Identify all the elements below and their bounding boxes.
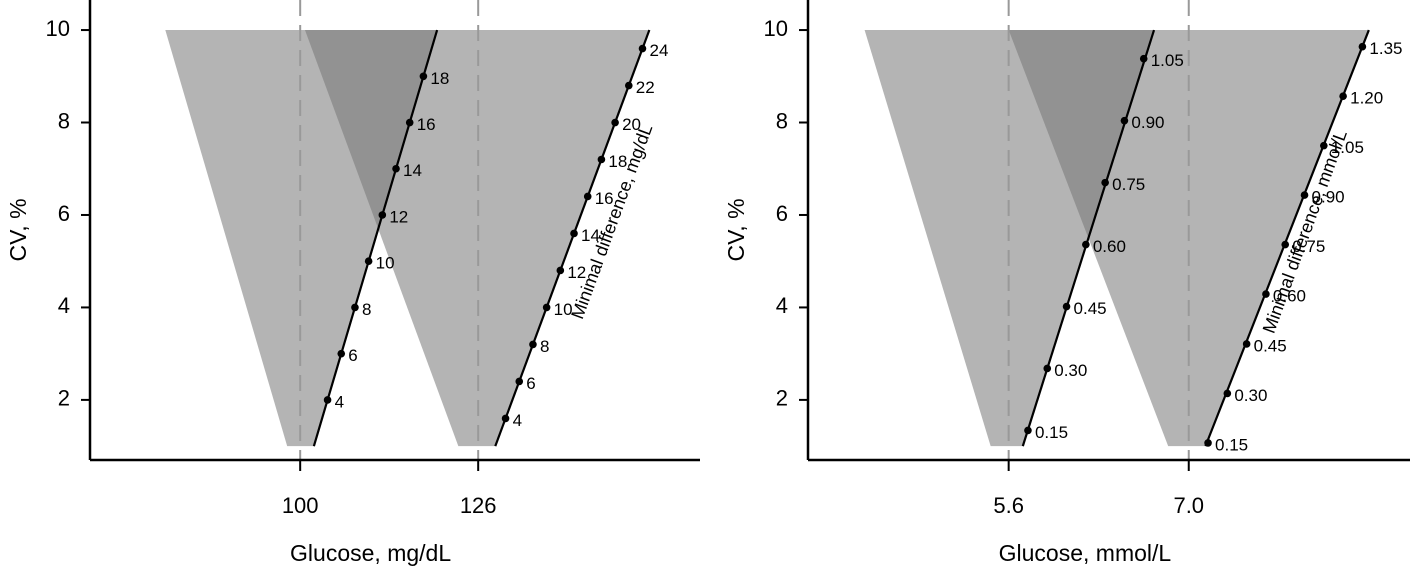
x-tick-label: 5.6 bbox=[993, 493, 1024, 518]
data-point bbox=[1062, 302, 1071, 311]
point-label: 0.15 bbox=[1215, 435, 1248, 454]
point-label: 20 bbox=[622, 115, 641, 134]
point-label: 14 bbox=[403, 161, 422, 180]
x-tick-label: 7.0 bbox=[1173, 493, 1204, 518]
data-point bbox=[323, 396, 332, 404]
y-tick-label: 6 bbox=[776, 201, 788, 226]
data-point bbox=[1223, 389, 1232, 398]
data-point bbox=[624, 81, 633, 90]
data-point bbox=[1320, 141, 1328, 150]
x-axis-title: Glucose, mmol/L bbox=[999, 540, 1172, 566]
point-label: 0.75 bbox=[1112, 175, 1145, 194]
x-tick-label: 126 bbox=[460, 493, 497, 518]
data-point bbox=[556, 266, 565, 275]
point-label: 0.45 bbox=[1074, 299, 1107, 318]
point-label: 0.75 bbox=[1292, 237, 1325, 256]
point-label: 1.05 bbox=[1331, 138, 1364, 157]
y-tick-label: 2 bbox=[58, 386, 70, 411]
point-label: 4 bbox=[335, 392, 344, 411]
data-point bbox=[1281, 240, 1290, 249]
point-label: 1.20 bbox=[1350, 89, 1383, 108]
point-label: 22 bbox=[636, 78, 655, 97]
point-label: 0.60 bbox=[1273, 287, 1306, 306]
data-point bbox=[378, 211, 387, 219]
point-label: 1.35 bbox=[1369, 39, 1402, 58]
y-axis-title: CV, % bbox=[5, 198, 31, 261]
point-label: 8 bbox=[362, 300, 371, 319]
data-point bbox=[597, 155, 606, 164]
y-tick-label: 8 bbox=[776, 108, 788, 133]
x-tick-label: 100 bbox=[282, 493, 319, 518]
data-point bbox=[351, 303, 359, 312]
data-point bbox=[1082, 240, 1090, 249]
point-label: 18 bbox=[608, 152, 627, 171]
point-label: 0.90 bbox=[1131, 113, 1164, 132]
point-label: 16 bbox=[595, 189, 614, 208]
point-label: 0.45 bbox=[1254, 336, 1287, 355]
y-tick-label: 10 bbox=[764, 16, 788, 41]
shaded-region bbox=[304, 30, 650, 447]
data-point bbox=[1120, 116, 1129, 125]
data-point bbox=[1204, 439, 1212, 447]
data-point bbox=[515, 377, 524, 386]
data-point bbox=[419, 72, 428, 81]
data-point bbox=[1101, 178, 1109, 187]
series-line bbox=[494, 29, 651, 447]
data-point bbox=[583, 192, 592, 201]
y-tick-label: 4 bbox=[58, 293, 70, 318]
y-tick-label: 6 bbox=[58, 201, 70, 226]
y-tick-label: 4 bbox=[776, 293, 788, 318]
point-label: 14 bbox=[581, 226, 600, 245]
data-point bbox=[638, 44, 647, 53]
point-label: 12 bbox=[389, 207, 408, 226]
point-label: 16 bbox=[417, 115, 436, 134]
y-tick-label: 2 bbox=[776, 386, 788, 411]
data-point bbox=[529, 340, 537, 349]
data-point bbox=[1262, 290, 1270, 298]
point-label: 1.05 bbox=[1151, 51, 1184, 70]
series-line bbox=[312, 29, 439, 447]
x-axis-title: Glucose, mg/dL bbox=[290, 540, 451, 566]
data-point bbox=[1242, 340, 1251, 348]
y-tick-label: 8 bbox=[58, 108, 70, 133]
data-point bbox=[1024, 426, 1032, 435]
point-label: 18 bbox=[430, 69, 449, 88]
point-label: 0.30 bbox=[1054, 361, 1087, 380]
point-label: 0.90 bbox=[1312, 188, 1345, 207]
data-point bbox=[1300, 191, 1309, 199]
point-label: 4 bbox=[513, 411, 522, 430]
y-tick-label: 10 bbox=[46, 16, 70, 41]
data-point bbox=[1139, 54, 1148, 63]
data-point bbox=[405, 118, 414, 127]
data-point bbox=[1358, 42, 1367, 51]
data-point bbox=[392, 164, 400, 173]
point-label: 6 bbox=[526, 374, 535, 393]
point-label: 10 bbox=[376, 254, 395, 273]
data-point bbox=[611, 118, 619, 127]
point-label: 0.30 bbox=[1234, 386, 1267, 405]
data-point bbox=[1043, 364, 1052, 373]
data-point bbox=[501, 414, 510, 423]
y-axis-title: CV, % bbox=[723, 198, 749, 261]
series-line bbox=[1021, 29, 1156, 447]
data-point bbox=[364, 257, 373, 266]
point-label: 0.15 bbox=[1035, 423, 1068, 442]
point-label: 10 bbox=[554, 300, 573, 319]
point-label: 6 bbox=[348, 346, 357, 365]
data-point bbox=[542, 303, 551, 312]
data-point bbox=[337, 349, 346, 358]
data-point bbox=[570, 229, 578, 238]
point-label: 12 bbox=[567, 263, 586, 282]
point-label: 0.60 bbox=[1093, 237, 1126, 256]
data-point bbox=[1339, 92, 1347, 100]
point-label: 8 bbox=[540, 337, 549, 356]
point-label: 24 bbox=[649, 41, 668, 60]
